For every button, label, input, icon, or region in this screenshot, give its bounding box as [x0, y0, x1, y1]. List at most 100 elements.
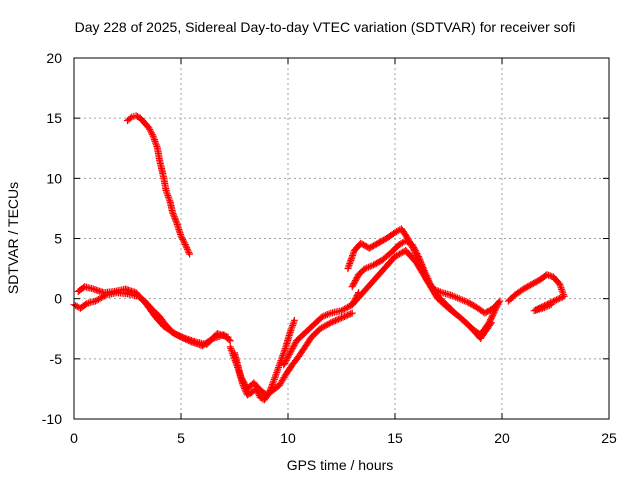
series-evening — [504, 271, 568, 315]
y-tick-label: -5 — [50, 351, 63, 367]
data-point — [169, 210, 177, 218]
data-point — [351, 277, 359, 285]
data-point — [393, 252, 401, 260]
data-point — [82, 300, 90, 308]
data-point — [348, 283, 356, 291]
data-point — [179, 235, 187, 243]
data-point — [170, 213, 178, 221]
data-point — [553, 296, 561, 304]
y-tick-label: 20 — [46, 50, 62, 66]
data-point — [224, 333, 232, 341]
data-point — [150, 136, 158, 144]
data-point — [270, 375, 278, 383]
x-tick-label: 0 — [70, 430, 78, 446]
data-point — [270, 377, 278, 385]
data-point — [412, 251, 420, 259]
data-point — [334, 315, 342, 323]
data-point — [93, 296, 101, 304]
data-point — [368, 262, 376, 270]
data-point — [320, 312, 328, 320]
y-tick-label: -10 — [42, 411, 62, 427]
data-point — [276, 360, 284, 368]
data-point — [271, 374, 279, 382]
data-point — [345, 310, 353, 318]
data-point — [330, 317, 338, 325]
data-point — [186, 250, 194, 258]
data-point — [546, 301, 554, 309]
data-point — [350, 280, 358, 288]
grid-lines — [74, 58, 609, 419]
data-point — [547, 301, 555, 309]
data-point — [353, 274, 361, 282]
data-point — [274, 365, 282, 373]
data-point — [148, 131, 156, 139]
data-point — [544, 302, 552, 310]
data-point — [291, 340, 299, 348]
data-point — [237, 373, 245, 381]
data-point — [558, 287, 566, 295]
data-point — [366, 262, 374, 270]
data-point — [405, 238, 413, 246]
data-point — [559, 293, 567, 301]
data-point — [289, 344, 297, 352]
data-point — [273, 369, 281, 377]
data-point — [269, 379, 277, 387]
x-tick-label: 10 — [280, 430, 296, 446]
data-point — [408, 242, 416, 250]
data-point — [184, 247, 192, 255]
data-point — [284, 353, 292, 361]
y-axis-title: SDTVAR / TECUs — [5, 182, 21, 294]
data-point — [289, 321, 297, 329]
data-point — [290, 318, 298, 326]
data-point — [344, 311, 352, 319]
data-point — [462, 298, 470, 306]
data-point — [181, 241, 189, 249]
data-point — [460, 297, 468, 305]
data-point — [185, 249, 193, 257]
data-point — [495, 298, 503, 306]
data-point — [177, 232, 185, 240]
data-point — [286, 349, 294, 357]
data-point — [165, 195, 173, 203]
data-point — [174, 331, 182, 339]
data-point — [546, 272, 554, 280]
data-point — [404, 235, 412, 242]
data-point — [126, 114, 134, 122]
data-point — [325, 320, 333, 328]
data-point — [268, 380, 276, 388]
data-point — [341, 313, 349, 321]
data-points — [70, 112, 568, 404]
data-point — [168, 208, 176, 216]
data-point — [271, 372, 279, 380]
x-tick-label: 5 — [177, 430, 185, 446]
data-point — [226, 343, 234, 351]
data-point — [147, 127, 155, 135]
data-point — [282, 356, 290, 364]
data-point — [452, 293, 460, 301]
data-point — [171, 216, 179, 224]
data-point — [289, 320, 297, 328]
data-point — [180, 239, 188, 247]
data-point — [275, 363, 283, 371]
data-point — [557, 294, 565, 302]
data-point — [545, 271, 553, 279]
x-tick-label: 20 — [494, 430, 510, 446]
data-point — [336, 315, 344, 323]
data-point — [285, 350, 293, 358]
data-point — [411, 248, 419, 256]
y-tick-label: 15 — [46, 110, 62, 126]
data-point — [407, 241, 415, 249]
data-point — [290, 316, 298, 324]
data-point — [178, 234, 186, 242]
data-point — [287, 347, 295, 355]
data-point — [447, 291, 455, 299]
data-point — [275, 362, 283, 370]
data-point — [288, 323, 296, 331]
data-point — [94, 295, 102, 303]
data-point — [280, 348, 288, 356]
data-point — [99, 293, 107, 301]
data-point — [551, 297, 559, 305]
data-point — [172, 330, 180, 338]
